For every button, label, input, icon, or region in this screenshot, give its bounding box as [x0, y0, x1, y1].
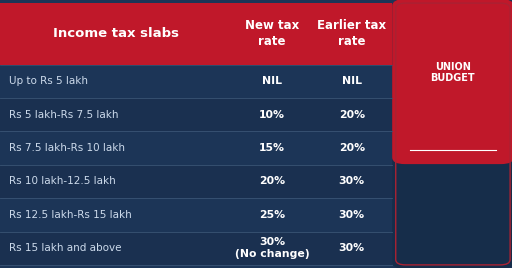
Text: 30%
(No change): 30% (No change)	[234, 237, 309, 259]
Text: 10%: 10%	[259, 110, 285, 120]
Bar	[0, 198, 392, 232]
Text: 30%: 30%	[338, 243, 365, 253]
Bar	[0, 232, 392, 265]
Bar	[405, 6, 501, 150]
Text: 30%: 30%	[338, 210, 365, 220]
Text: 30%: 30%	[338, 176, 365, 187]
Text: UNION
BUDGET: UNION BUDGET	[431, 62, 475, 83]
Text: Income tax slabs: Income tax slabs	[53, 27, 179, 40]
Text: Rs 5 lakh-Rs 7.5 lakh: Rs 5 lakh-Rs 7.5 lakh	[9, 110, 119, 120]
Text: NIL: NIL	[262, 76, 282, 86]
Bar	[311, 3, 392, 65]
Bar	[0, 65, 392, 98]
Text: Rs 10 lakh-12.5 lakh: Rs 10 lakh-12.5 lakh	[9, 176, 116, 187]
Text: 20%: 20%	[338, 110, 365, 120]
Bar	[0, 3, 233, 65]
Text: 2020: 2020	[433, 199, 473, 214]
Bar	[0, 131, 392, 165]
FancyBboxPatch shape	[392, 0, 512, 164]
Bar	[0, 165, 392, 198]
Text: Rs 7.5 lakh-Rs 10 lakh: Rs 7.5 lakh-Rs 10 lakh	[9, 143, 125, 153]
Bar	[0, 3, 392, 265]
Text: Up to Rs 5 lakh: Up to Rs 5 lakh	[9, 76, 88, 86]
Text: NIL: NIL	[342, 76, 361, 86]
Text: 15%: 15%	[259, 143, 285, 153]
Bar	[405, 144, 501, 160]
Bar	[233, 3, 311, 65]
Text: 20%: 20%	[338, 143, 365, 153]
Text: Earlier tax
rate: Earlier tax rate	[317, 19, 386, 48]
Text: Rs 12.5 lakh-Rs 15 lakh: Rs 12.5 lakh-Rs 15 lakh	[9, 210, 132, 220]
Text: Rs 15 lakh and above: Rs 15 lakh and above	[9, 243, 122, 253]
Text: New tax
rate: New tax rate	[245, 19, 299, 48]
FancyBboxPatch shape	[392, 0, 512, 268]
Text: 25%: 25%	[259, 210, 285, 220]
Text: 20%: 20%	[259, 176, 285, 187]
Bar	[0, 98, 392, 131]
